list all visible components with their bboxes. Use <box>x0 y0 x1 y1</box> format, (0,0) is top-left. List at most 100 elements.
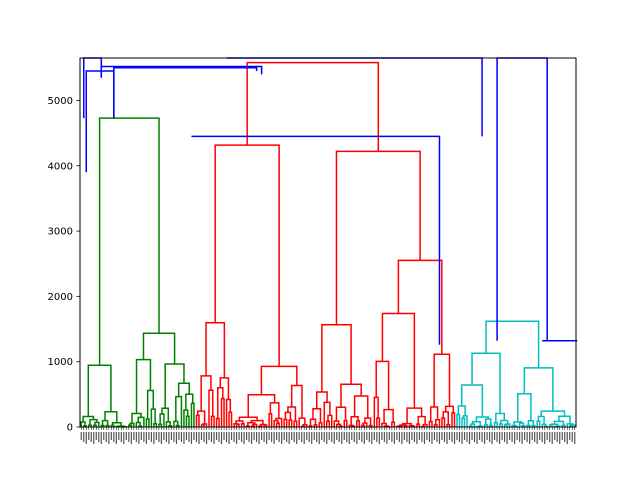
x-leaf-label-mark <box>561 432 563 440</box>
x-leaf-label-mark <box>416 432 418 444</box>
x-leaf-label-mark <box>316 432 318 442</box>
x-leaf-label-mark <box>431 432 433 444</box>
x-leaf-label-mark <box>351 432 353 440</box>
x-leaf-label-mark <box>488 432 491 442</box>
x-leaf-label-mark <box>266 432 268 444</box>
x-leaf-label-mark <box>456 432 458 440</box>
x-leaf-label-mark <box>205 432 208 444</box>
x-leaf-label-mark <box>331 432 333 442</box>
x-leaf-label-mark <box>376 432 378 442</box>
x-leaf-label-mark <box>225 432 228 442</box>
x-leaf-label-mark <box>526 432 528 442</box>
x-leaf-label-mark <box>451 432 453 442</box>
y-tick-label: 5000 <box>48 96 73 107</box>
x-leaf-label-mark <box>233 432 235 442</box>
x-leaf-label-mark <box>466 432 468 442</box>
x-leaf-label-mark <box>281 432 283 444</box>
x-leaf-label-mark <box>476 432 478 444</box>
x-leaf-label-mark <box>110 432 112 440</box>
x-leaf-label-mark <box>195 432 198 442</box>
x-leaf-label-mark <box>170 432 173 440</box>
x-leaf-label-mark <box>140 432 142 440</box>
x-leaf-label-mark <box>418 432 421 440</box>
x-leaf-label-mark <box>268 432 270 440</box>
x-leaf-label-mark <box>569 432 571 440</box>
x-leaf-label-mark <box>368 432 370 442</box>
x-leaf-label-mark <box>283 432 285 440</box>
x-leaf-label-mark <box>143 432 145 442</box>
x-leaf-label-mark <box>208 432 210 440</box>
x-leaf-label-mark <box>549 432 551 442</box>
x-leaf-label-mark <box>406 432 408 442</box>
x-leaf-label-mark <box>133 432 135 440</box>
x-leaf-label-mark <box>366 432 368 440</box>
x-leaf-label-mark <box>328 432 330 440</box>
axes-frame <box>79 57 577 428</box>
x-leaf-label-mark <box>493 432 496 440</box>
x-leaf-label-mark <box>286 432 288 442</box>
x-leaf-label-mark <box>371 432 373 444</box>
x-leaf-label-mark <box>163 432 165 440</box>
x-leaf-label-mark <box>95 432 97 440</box>
x-leaf-label-mark <box>381 432 383 440</box>
x-leaf-label-mark <box>426 432 428 440</box>
x-leaf-label-mark <box>296 432 298 444</box>
x-leaf-label-mark <box>188 432 190 442</box>
x-leaf-label-mark <box>574 432 576 444</box>
x-leaf-label-mark <box>288 432 290 444</box>
x-leaf-label-mark <box>228 432 230 444</box>
x-axis <box>80 427 576 444</box>
x-leaf-label-mark <box>220 432 223 444</box>
x-leaf-label-mark <box>413 432 416 442</box>
x-leaf-label-mark <box>471 432 473 440</box>
x-leaf-label-mark <box>303 432 305 444</box>
x-leaf-label-mark <box>398 432 400 442</box>
x-leaf-label-mark <box>203 432 205 442</box>
x-leaf-label-mark <box>571 432 573 442</box>
dendrogram-link-147 <box>246 61 380 152</box>
x-leaf-label-mark <box>100 432 102 444</box>
x-leaf-label-mark <box>301 432 303 442</box>
x-leaf-label-mark <box>238 432 240 440</box>
x-leaf-label-mark <box>358 432 360 440</box>
x-leaf-label-mark <box>138 432 140 444</box>
x-leaf-label-mark <box>408 432 411 444</box>
x-leaf-label-mark <box>298 432 300 440</box>
x-leaf-label-mark <box>235 432 238 444</box>
x-leaf-label-mark <box>519 432 521 442</box>
x-leaf-label-mark <box>261 432 263 440</box>
x-leaf-label-mark <box>546 432 548 440</box>
x-leaf-label-mark <box>446 432 448 444</box>
x-leaf-label-mark <box>511 432 513 442</box>
x-leaf-label-mark <box>348 432 350 444</box>
x-leaf-label-mark <box>185 432 188 440</box>
x-leaf-label-mark <box>386 432 388 444</box>
x-leaf-label-mark <box>213 432 215 444</box>
x-leaf-label-mark <box>534 432 536 442</box>
x-leaf-label-mark <box>120 432 122 442</box>
x-leaf-label-mark <box>514 432 516 444</box>
x-leaf-label-mark <box>306 432 308 440</box>
x-leaf-label-mark <box>504 432 506 442</box>
x-leaf-label-mark <box>160 432 163 444</box>
x-leaf-label-mark <box>223 432 225 440</box>
x-leaf-label-mark <box>291 432 293 440</box>
x-leaf-label-mark <box>391 432 393 442</box>
x-leaf-label-mark <box>145 432 147 444</box>
x-leaf-label-mark <box>248 432 250 442</box>
x-leaf-label-mark <box>180 432 183 442</box>
y-axis: 0 1000 2000 3000 4000 5000 <box>48 96 80 434</box>
x-leaf-label-mark <box>356 432 358 444</box>
x-leaf-label-mark <box>378 432 380 444</box>
x-leaf-label-mark <box>383 432 385 442</box>
x-leaf-label-mark <box>551 432 553 444</box>
x-leaf-label-mark <box>85 432 87 444</box>
x-leaf-label-mark <box>103 432 105 440</box>
x-leaf-label-mark <box>521 432 523 444</box>
y-tick-label: 2000 <box>48 292 73 303</box>
x-leaf-label-mark <box>501 432 503 440</box>
x-leaf-label-mark <box>403 432 406 440</box>
x-leaf-label-mark <box>148 432 150 440</box>
x-leaf-label-mark <box>165 432 168 442</box>
